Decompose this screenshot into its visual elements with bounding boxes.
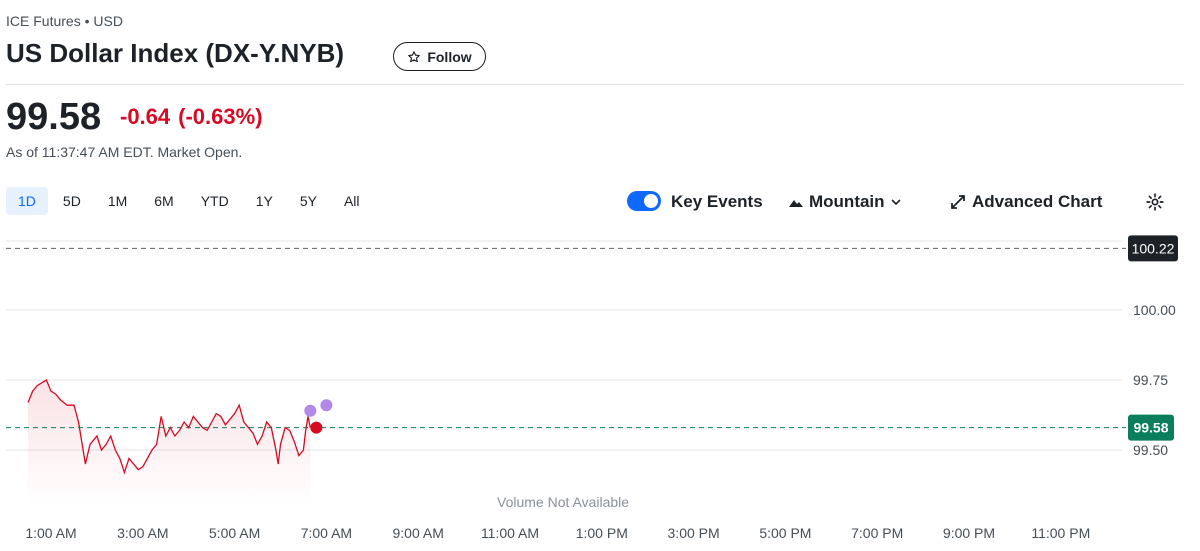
follow-label: Follow bbox=[427, 48, 472, 65]
chart-type-dropdown[interactable]: Mountain bbox=[788, 192, 902, 212]
chevron-down-icon bbox=[890, 199, 901, 206]
chart-type-label: Mountain bbox=[809, 192, 885, 211]
mountain-icon bbox=[789, 200, 803, 207]
y-tick-label: 99.50 bbox=[1133, 442, 1168, 458]
key-event-marker bbox=[304, 404, 317, 417]
header-divider bbox=[6, 84, 1184, 85]
x-tick-label: 5:00 PM bbox=[759, 525, 811, 541]
toggle-knob bbox=[644, 194, 658, 208]
price-area-fill bbox=[28, 380, 311, 505]
x-tick-label: 5:00 AM bbox=[209, 525, 260, 541]
x-tick-label: 1:00 AM bbox=[25, 525, 76, 541]
range-tab-ytd[interactable]: YTD bbox=[200, 193, 229, 209]
prev-close-label: 100.22 bbox=[1132, 240, 1175, 256]
advanced-chart-label: Advanced Chart bbox=[972, 192, 1103, 211]
range-tab-1d[interactable]: 1D bbox=[6, 187, 48, 215]
range-tabs: 1D 5D 1M 6M YTD 1Y 5Y All bbox=[6, 187, 375, 215]
range-tab-all[interactable]: All bbox=[343, 193, 360, 209]
x-tick-label: 3:00 PM bbox=[668, 525, 720, 541]
volume-note: Volume Not Available bbox=[497, 494, 630, 510]
expand-icon bbox=[951, 195, 965, 209]
change-value: -0.64 bbox=[120, 104, 171, 129]
current-price: 99.58 bbox=[6, 96, 102, 138]
star-icon bbox=[408, 50, 421, 62]
key-events-toggle[interactable] bbox=[627, 191, 661, 211]
gear-icon[interactable] bbox=[1145, 192, 1165, 212]
x-tick-label: 7:00 AM bbox=[301, 525, 352, 541]
x-tick-label: 7:00 PM bbox=[851, 525, 903, 541]
range-tab-5d[interactable]: 5D bbox=[62, 193, 81, 209]
range-tab-6m[interactable]: 6M bbox=[154, 193, 174, 209]
current-price-tag bbox=[1128, 414, 1174, 441]
advanced-chart-link[interactable]: Advanced Chart bbox=[950, 192, 1102, 212]
x-tick-label: 9:00 AM bbox=[393, 525, 444, 541]
price-chart[interactable]: 100.00 99.75 99.50 100.22 99.58 1:00 AM 3:00 A… bbox=[0, 225, 1200, 551]
key-events-label: Key Events bbox=[671, 192, 763, 211]
range-tab-1y[interactable]: 1Y bbox=[255, 193, 273, 209]
exchange-label: ICE Futures • USD bbox=[6, 13, 123, 29]
x-tick-label: 11:00 PM bbox=[1031, 525, 1090, 541]
range-tab-5y[interactable]: 5Y bbox=[299, 193, 317, 209]
current-price-label: 99.58 bbox=[1133, 420, 1168, 436]
y-tick-label: 99.75 bbox=[1133, 372, 1168, 388]
as-of-timestamp: As of 11:37:47 AM EDT. Market Open. bbox=[6, 144, 243, 160]
prev-close-tag bbox=[1128, 235, 1178, 262]
price-line bbox=[27, 379, 311, 475]
key-event-marker bbox=[320, 399, 333, 412]
x-tick-label: 3:00 AM bbox=[117, 525, 168, 541]
current-point-marker bbox=[310, 421, 323, 434]
range-tab-1m[interactable]: 1M bbox=[107, 193, 128, 209]
price-change: -0.64 (-0.63%) bbox=[120, 104, 271, 130]
y-tick-label: 100.00 bbox=[1133, 302, 1176, 318]
page-title: US Dollar Index (DX-Y.NYB) bbox=[6, 38, 345, 68]
x-tick-label: 9:00 PM bbox=[943, 525, 995, 541]
x-tick-label: 1:00 PM bbox=[576, 525, 628, 541]
x-tick-label: 11:00 AM bbox=[481, 525, 539, 541]
change-percent: (-0.63%) bbox=[178, 104, 263, 129]
follow-button[interactable]: Follow bbox=[393, 42, 486, 71]
